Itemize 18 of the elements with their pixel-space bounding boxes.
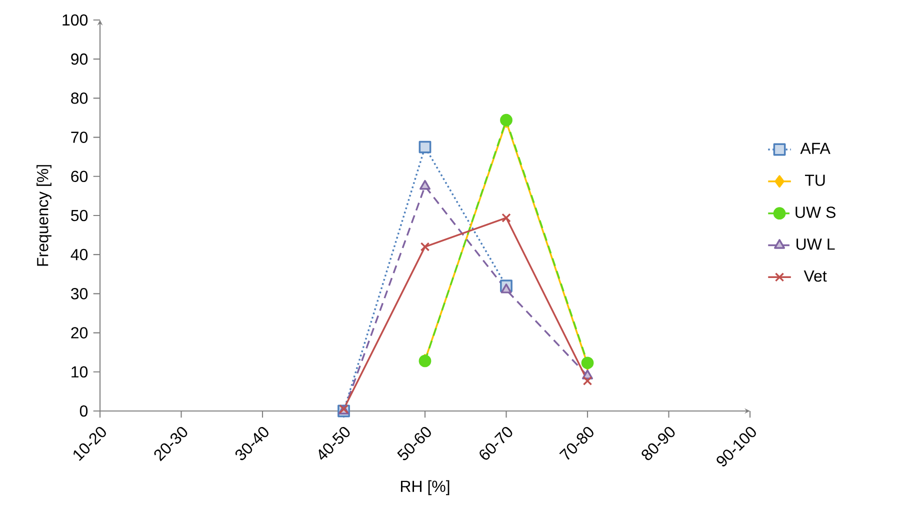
legend-label: UW L [796, 238, 835, 250]
y-tick-label: 50 [71, 210, 88, 222]
legend-label: Vet [804, 270, 827, 282]
y-tick-label: 0 [80, 405, 88, 417]
legend-label: UW S [796, 206, 836, 218]
y-tick-label: 10 [72, 366, 88, 378]
y-tick-label: 80 [71, 92, 88, 104]
legend-label: TU [805, 174, 825, 186]
x-axis-title: RH [%] [400, 480, 450, 496]
y-tick-label: 100 [62, 14, 88, 26]
y-axis-title: Frequency [%] [36, 165, 52, 266]
y-tick-label: 40 [70, 248, 88, 260]
y-tick-label: 90 [71, 53, 88, 65]
y-tick-label: 70 [71, 132, 88, 143]
y-tick-label: 20 [71, 327, 88, 338]
y-tick-label: 30 [70, 288, 88, 300]
legend-label: AFA [800, 142, 830, 154]
y-tick-label: 60 [71, 170, 88, 182]
